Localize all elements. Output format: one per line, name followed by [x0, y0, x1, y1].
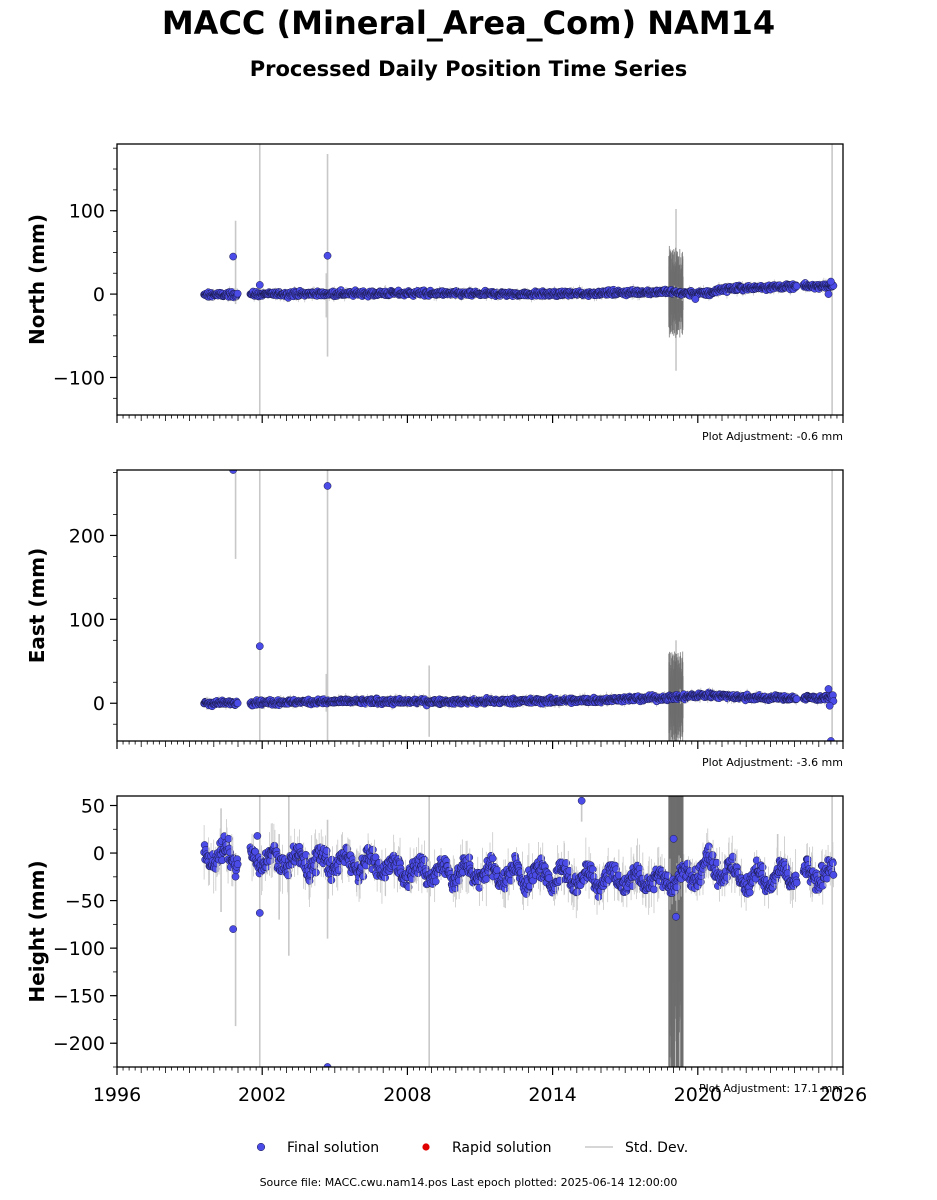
final-solution-point — [493, 866, 501, 874]
final-solution-point — [708, 851, 717, 859]
final-solution-point — [824, 290, 833, 298]
final-solution-point — [233, 289, 242, 298]
final-solution-point — [359, 872, 368, 881]
final-solution-point — [233, 699, 242, 708]
chart-subtitle: Processed Daily Position Time Series — [249, 57, 688, 81]
final-solution-point — [255, 281, 264, 289]
y-tick-label: 200 — [69, 525, 105, 547]
final-solution-point — [825, 701, 834, 710]
final-solution-point — [229, 470, 238, 474]
final-solution-point — [829, 871, 838, 879]
final-solution-point — [253, 832, 262, 840]
panel-north: −100 0 100 North (mm) Plot Adjustment: -0.6 … — [25, 143, 844, 443]
y-axis-label: East (mm) — [25, 548, 49, 664]
y-tick-label: −100 — [53, 367, 105, 389]
time-series-plot: −100 0 100 North (mm) Plot Adjustment: -0.6 … — [25, 143, 867, 1156]
final-solution-point — [829, 859, 837, 867]
final-solution-point — [255, 909, 264, 917]
final-solution-point — [669, 834, 678, 843]
final-solution-point — [327, 876, 336, 884]
final-solution-point — [251, 847, 260, 856]
final-solution-point — [792, 695, 801, 703]
y-tick-label: 100 — [69, 201, 105, 223]
y-tick-label: 0 — [93, 693, 105, 715]
y-tick-label: 0 — [93, 284, 105, 306]
y-tick-label: 50 — [81, 796, 105, 818]
y-tick-label: 100 — [69, 609, 105, 631]
final-solution-point — [573, 888, 582, 896]
final-solution-point — [691, 295, 700, 303]
final-solution-point — [712, 858, 721, 867]
final-solution-point — [792, 878, 801, 887]
final-solution-point — [488, 854, 497, 863]
final-solution-point — [823, 874, 831, 883]
final-solution-point — [323, 251, 332, 260]
final-solution-point — [465, 853, 474, 862]
y-tick-label: −50 — [65, 891, 105, 913]
chart-title: MACC (Mineral_Area_Com) NAM14 — [161, 4, 776, 42]
final-solution-point — [792, 282, 801, 290]
final-solution-point — [420, 855, 429, 864]
final-solution-point — [745, 888, 754, 897]
final-solution-point — [284, 871, 293, 880]
y-tick-label: −200 — [53, 1033, 105, 1055]
final-solution-point — [224, 834, 233, 843]
final-solution-point — [323, 482, 332, 490]
y-tick-label: −100 — [53, 938, 105, 960]
final-solution-point — [672, 912, 680, 921]
y-axis-label: North (mm) — [25, 214, 49, 345]
final-solution-point — [482, 875, 491, 883]
y-tick-label: −150 — [53, 986, 105, 1008]
final-solution-point — [827, 277, 835, 286]
final-solution-point — [312, 868, 320, 877]
panel-data-area — [200, 144, 838, 415]
panel-east: 0 100 200 East (mm) Plot Adjustment: -3.6 mm — [25, 469, 844, 769]
final-solution-point — [229, 925, 238, 933]
y-tick-label: 0 — [93, 843, 105, 865]
panel-data-area — [200, 470, 838, 741]
final-solution-point — [229, 252, 238, 261]
final-solution-point — [827, 737, 835, 741]
final-solution-point — [824, 685, 833, 693]
final-solution-point — [588, 865, 597, 874]
final-solution-point — [545, 874, 553, 882]
final-solution-point — [431, 877, 440, 886]
panel-frame — [116, 143, 844, 416]
panel-data-area — [200, 796, 838, 1067]
final-solution-point — [233, 860, 242, 869]
final-solution-point — [369, 845, 377, 854]
final-solution-point — [577, 796, 586, 805]
plot-adjustment-label: Plot Adjustment: -0.6 mm — [702, 430, 843, 443]
final-solution-point — [650, 885, 658, 894]
final-solution-point — [704, 842, 713, 851]
final-solution-point — [255, 642, 264, 651]
plot-adjustment-label: Plot Adjustment: -3.6 mm — [702, 756, 843, 769]
final-solution-point — [475, 883, 484, 892]
final-solution-point — [323, 1063, 332, 1067]
final-solution-point — [752, 856, 761, 865]
y-axis-label: Height (mm) — [25, 860, 49, 1002]
